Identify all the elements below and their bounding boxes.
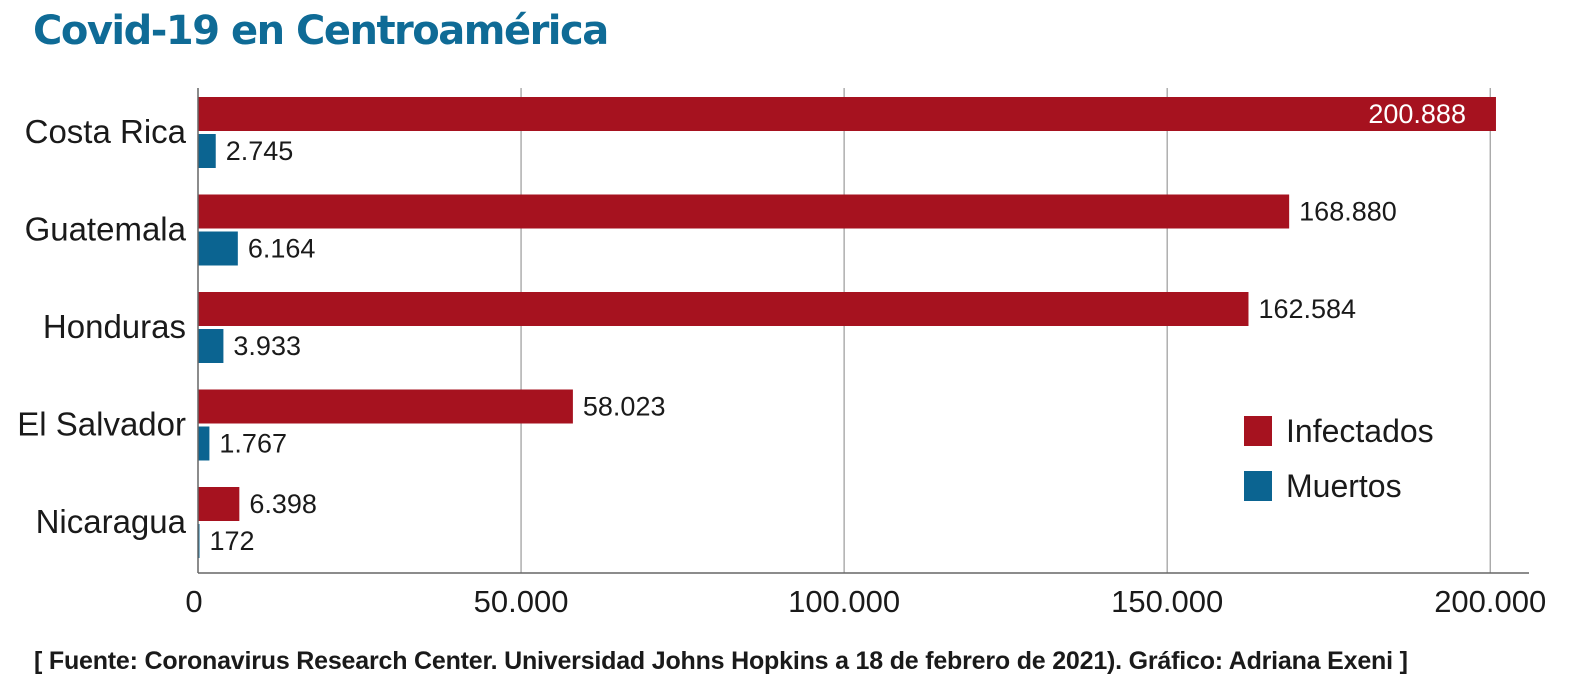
data-label: 3.933 bbox=[233, 331, 301, 361]
legend-swatch-muertos bbox=[1244, 471, 1272, 501]
bar-infectados bbox=[198, 389, 573, 424]
bar-muertos bbox=[198, 329, 224, 363]
x-axis: 0 50.000 100.000 150.000 200.000 bbox=[185, 88, 1546, 619]
category-label: Costa Rica bbox=[25, 113, 187, 150]
category-label: El Salvador bbox=[17, 406, 186, 443]
legend-label: Infectados bbox=[1286, 413, 1434, 449]
x-tick-label: 100.000 bbox=[788, 584, 900, 619]
category-label: Nicaragua bbox=[36, 503, 187, 540]
data-label: 58.023 bbox=[583, 392, 666, 422]
legend-swatch-infectados bbox=[1244, 416, 1272, 446]
x-tick-label: 0 bbox=[185, 584, 202, 619]
data-label: 162.584 bbox=[1258, 294, 1356, 324]
bar-muertos bbox=[198, 426, 210, 461]
x-tick-label: 150.000 bbox=[1111, 584, 1223, 619]
source-note: [ Fuente: Coronavirus Research Center. U… bbox=[34, 647, 1408, 675]
bar-infectados bbox=[198, 487, 240, 521]
bar-muertos bbox=[198, 134, 216, 168]
data-label: 168.880 bbox=[1299, 197, 1397, 227]
x-tick-label: 50.000 bbox=[474, 584, 569, 619]
value-labels: 200.888 2.745 168.880 6.164 162.584 3.933 58.0… bbox=[210, 99, 1466, 556]
data-label: 2.745 bbox=[226, 136, 294, 166]
category-labels: Costa Rica Guatemala Honduras El Salvador Ni… bbox=[17, 113, 186, 540]
legend-label: Muertos bbox=[1286, 468, 1402, 504]
data-label: 6.398 bbox=[249, 489, 317, 519]
category-label: Honduras bbox=[43, 308, 186, 345]
chart-title: Covid-19 en Centroamérica bbox=[33, 8, 609, 54]
data-label: 172 bbox=[210, 526, 255, 556]
bar-infectados bbox=[198, 97, 1496, 131]
data-label: 200.888 bbox=[1368, 99, 1466, 129]
gridlines bbox=[520, 88, 1491, 573]
data-label: 6.164 bbox=[248, 234, 316, 264]
bar-infectados bbox=[198, 292, 1249, 326]
data-label: 1.767 bbox=[219, 429, 287, 459]
bars bbox=[198, 97, 1496, 558]
category-label: Guatemala bbox=[25, 211, 187, 248]
bar-muertos bbox=[198, 231, 238, 266]
x-tick-label: 200.000 bbox=[1434, 584, 1546, 619]
legend: Infectados Muertos bbox=[1244, 413, 1434, 504]
bar-infectados bbox=[198, 194, 1290, 229]
